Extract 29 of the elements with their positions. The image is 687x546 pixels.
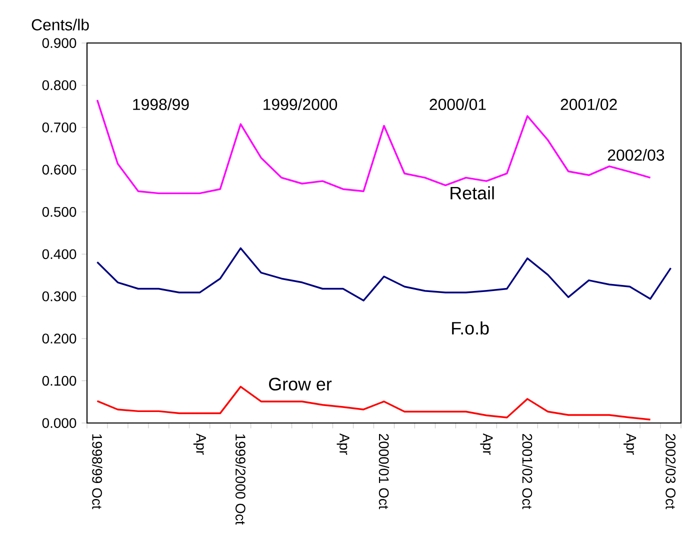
series-label: F.o.b [452,321,489,335]
annotation: 1999/2000 [264,98,338,110]
x-tick-label: Apr [193,433,206,455]
y-tick-label: 0.900 [42,38,76,48]
y-tick-label: 0.300 [42,291,76,302]
annotation: 2002/03 [608,149,664,161]
y-axis-title: Cents/lb [32,18,89,30]
y-tick-label: 0.600 [42,164,76,175]
annotation: 2001/02 [560,98,617,110]
annotation: 1998/99 [133,98,189,110]
y-tick-label: 0.800 [42,80,76,90]
x-tick-label: 1998/99 Oct [92,434,102,510]
x-tick-label: 2000/01 Oct [378,434,390,510]
series-label: Grow er [269,378,332,390]
x-tick-label: Apr [480,433,493,455]
line-series [96,247,672,302]
y-tick-label: 0.200 [42,334,76,344]
annotation: 2000/01 [430,98,486,110]
series-label: Retail [450,186,494,200]
y-tick-label: 0.400 [42,249,76,260]
x-tick-label: Apr [336,433,350,455]
x-tick-label: 2001/02 Oct [522,434,533,510]
y-tick-label: 0.000 [42,418,76,428]
x-tick-label: 2002/03 Oct [666,434,676,510]
x-tick-label: 1999/2000 Oct [236,434,246,525]
y-tick-label: 0.700 [42,122,76,132]
x-tick-label: Apr [624,433,636,455]
y-tick-label: 0.100 [42,376,76,386]
y-tick-label: 0.500 [42,206,76,217]
